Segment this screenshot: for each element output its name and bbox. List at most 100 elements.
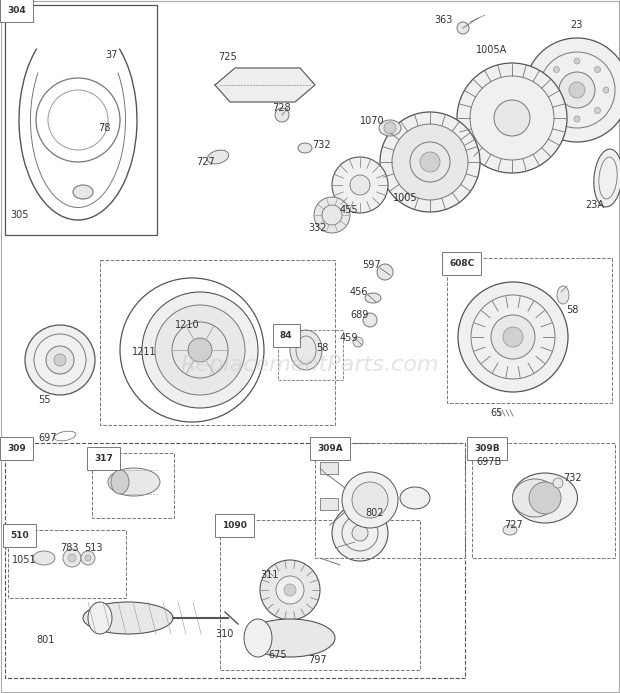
Bar (472, 443, 615, 558)
Text: 732: 732 (563, 473, 582, 483)
Text: ReplacementParts.com: ReplacementParts.com (181, 355, 439, 375)
Text: 305: 305 (10, 210, 29, 220)
Circle shape (25, 325, 95, 395)
Circle shape (420, 152, 440, 172)
Text: 455: 455 (340, 205, 358, 215)
Ellipse shape (83, 602, 173, 634)
Bar (278, 330, 343, 380)
Circle shape (595, 107, 601, 114)
Circle shape (603, 87, 609, 93)
Circle shape (352, 525, 368, 541)
Ellipse shape (244, 619, 272, 657)
Circle shape (457, 63, 567, 173)
Text: 309: 309 (7, 444, 26, 453)
Ellipse shape (513, 479, 557, 517)
Circle shape (569, 82, 585, 98)
Text: 310: 310 (215, 629, 233, 639)
Text: 456: 456 (350, 287, 368, 297)
Circle shape (458, 282, 568, 392)
Circle shape (574, 116, 580, 122)
Circle shape (494, 100, 530, 136)
Circle shape (142, 292, 258, 408)
Text: 725: 725 (218, 52, 237, 62)
Text: 84: 84 (280, 331, 293, 340)
Text: 58: 58 (316, 343, 329, 353)
Circle shape (525, 38, 620, 142)
Text: 78: 78 (98, 123, 110, 133)
Text: 23A: 23A (585, 200, 604, 210)
Bar (5, 443, 465, 678)
Circle shape (545, 87, 551, 93)
Circle shape (85, 555, 91, 561)
Circle shape (529, 482, 561, 514)
Text: 697B: 697B (476, 457, 501, 467)
Text: 311: 311 (260, 570, 278, 580)
Circle shape (554, 67, 559, 73)
Text: 797: 797 (308, 655, 327, 665)
Text: 55: 55 (38, 395, 50, 405)
Circle shape (276, 576, 304, 604)
Text: 728: 728 (272, 103, 291, 113)
Text: 697: 697 (38, 433, 56, 443)
Circle shape (353, 337, 363, 347)
Circle shape (559, 72, 595, 108)
Circle shape (554, 107, 559, 114)
Ellipse shape (73, 185, 93, 199)
Circle shape (380, 112, 480, 212)
Text: 459: 459 (340, 333, 358, 343)
Circle shape (81, 551, 95, 565)
Polygon shape (215, 68, 315, 102)
Text: 1051: 1051 (12, 555, 37, 565)
Circle shape (63, 549, 81, 567)
Text: 675: 675 (268, 650, 286, 660)
Text: 608C: 608C (449, 259, 474, 268)
Ellipse shape (207, 150, 229, 164)
Text: 783: 783 (60, 543, 79, 553)
Circle shape (260, 560, 320, 620)
Circle shape (314, 197, 350, 233)
Circle shape (342, 472, 398, 528)
Text: 1211: 1211 (132, 347, 157, 357)
Circle shape (595, 67, 601, 73)
Circle shape (332, 505, 388, 561)
Circle shape (457, 22, 469, 34)
Circle shape (491, 315, 535, 359)
Circle shape (350, 175, 370, 195)
Text: 1210: 1210 (175, 320, 200, 330)
Text: 689: 689 (350, 310, 368, 320)
Circle shape (155, 305, 245, 395)
Circle shape (332, 157, 388, 213)
Text: 1005A: 1005A (476, 45, 507, 55)
Text: 727: 727 (196, 157, 215, 167)
Text: 58: 58 (566, 305, 578, 315)
Text: 597: 597 (362, 260, 381, 270)
Text: 309A: 309A (317, 444, 343, 453)
Text: 1070: 1070 (360, 116, 384, 126)
Bar (5, 5, 157, 235)
Text: 304: 304 (7, 6, 26, 15)
Bar (447, 258, 612, 403)
Text: 802: 802 (365, 508, 384, 518)
Ellipse shape (88, 602, 112, 634)
Text: 363: 363 (434, 15, 453, 25)
Text: 23: 23 (570, 20, 582, 30)
Ellipse shape (513, 473, 577, 523)
Bar (220, 520, 420, 670)
Circle shape (503, 327, 523, 347)
Circle shape (46, 346, 74, 374)
Text: 309B: 309B (474, 444, 500, 453)
Ellipse shape (298, 143, 312, 153)
Circle shape (392, 124, 468, 200)
Text: 1090: 1090 (222, 521, 247, 530)
Ellipse shape (594, 149, 620, 207)
Circle shape (275, 108, 289, 122)
Ellipse shape (108, 468, 160, 496)
Bar (315, 443, 465, 558)
Text: 65: 65 (490, 408, 502, 418)
Ellipse shape (365, 293, 381, 303)
Bar (100, 260, 335, 425)
Ellipse shape (503, 525, 517, 535)
Text: 732: 732 (312, 140, 330, 150)
Ellipse shape (111, 470, 129, 494)
Circle shape (68, 554, 76, 562)
